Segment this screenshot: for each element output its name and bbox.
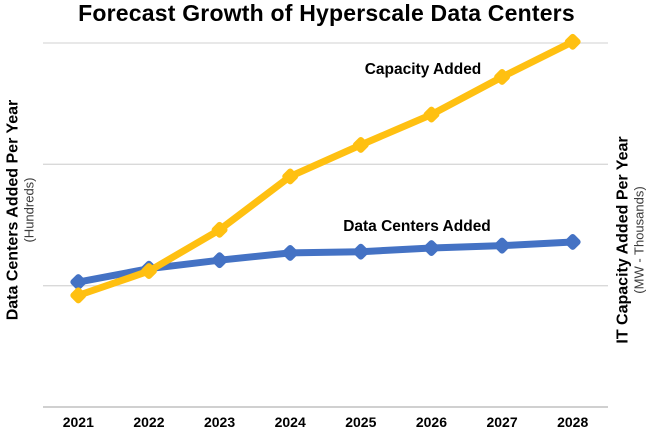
x-tick-label-2028: 2028 [557, 414, 589, 430]
chart-title: Forecast Growth of Hyperscale Data Cente… [78, 0, 575, 26]
capacity-added-line [74, 38, 577, 299]
x-tick-label-2022: 2022 [133, 414, 165, 430]
capacity-added-marker [140, 263, 157, 280]
data-centers-added-marker [564, 234, 581, 250]
capacity-added-marker [564, 33, 581, 50]
capacity-added-marker [211, 221, 228, 238]
x-tick-label-2025: 2025 [345, 414, 377, 430]
x-tick-label-2023: 2023 [203, 414, 236, 430]
data-centers-added-marker [282, 244, 299, 261]
x-tick-label-2027: 2027 [486, 414, 518, 430]
data-centers-added-marker [423, 240, 440, 257]
series-label-data-centers-added: Data Centers Added [343, 218, 491, 235]
data-centers-added-marker [352, 243, 369, 260]
data-centers-added-marker [494, 237, 511, 254]
capacity-added-marker [352, 136, 369, 153]
series-label-capacity-added: Capacity Added [364, 61, 482, 78]
data-centers-added-marker [211, 252, 228, 269]
capacity-added-marker [423, 106, 440, 123]
data-centers-added-marker [70, 274, 87, 290]
x-tick-label-2024: 2024 [274, 414, 306, 430]
x-tick-label-2026: 2026 [415, 414, 448, 430]
x-tick-label-2021: 2021 [62, 414, 94, 430]
capacity-added-marker [282, 168, 299, 185]
capacity-added-marker [70, 287, 87, 304]
capacity-added-marker [494, 69, 511, 85]
